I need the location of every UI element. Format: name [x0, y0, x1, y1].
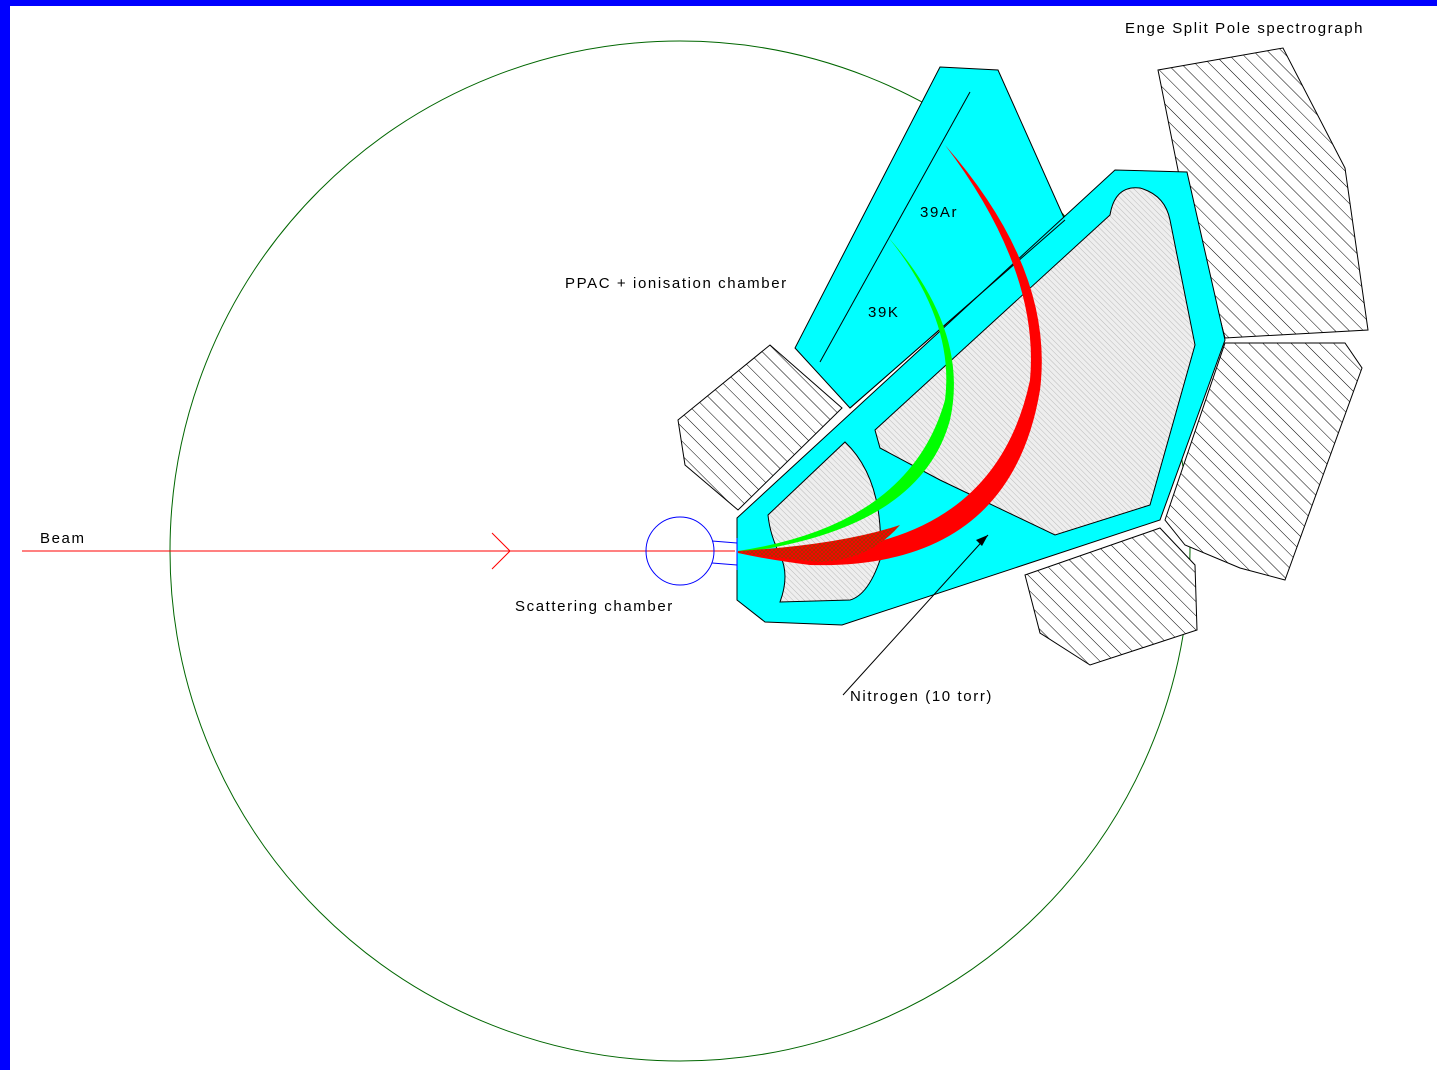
pole-piece: [1164, 342, 1363, 581]
gas-region: [767, 441, 882, 603]
ppac-wire: [819, 91, 971, 363]
label: PPAC + ionisation chamber: [565, 275, 788, 292]
beam-arrow: [491, 532, 511, 570]
pole-piece: [677, 344, 843, 511]
scattering-chamber: [645, 516, 715, 586]
label: 39Ar: [920, 204, 958, 221]
chamber-pipe: [711, 538, 738, 570]
label: 39K: [868, 304, 900, 321]
label: Enge Split Pole spectrograph: [1125, 20, 1364, 37]
pointer: [842, 534, 989, 696]
label: Beam: [40, 530, 86, 547]
border-top: [0, 0, 1437, 6]
pole-piece: [1024, 527, 1198, 666]
window: [849, 219, 1066, 409]
overlap: [738, 525, 900, 562]
label: Scattering chamber: [515, 598, 674, 615]
label: Nitrogen (10 torr): [850, 688, 993, 705]
pointer-head: [976, 535, 988, 546]
border-left: [0, 0, 10, 1070]
